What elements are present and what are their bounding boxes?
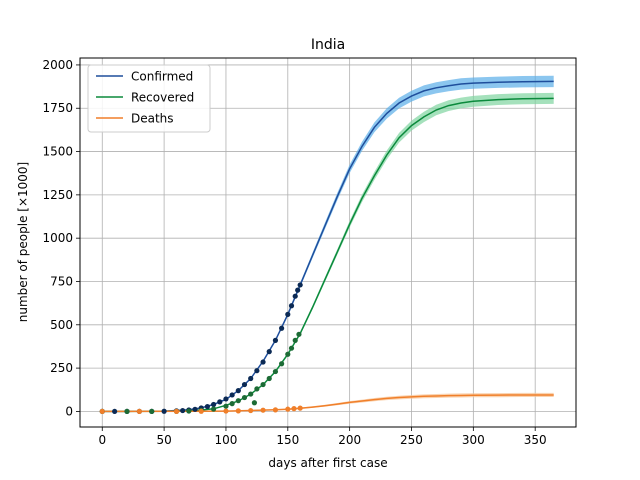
y-tick-label: 1750 <box>42 101 73 115</box>
deaths-data-point <box>223 408 229 414</box>
x-axis-label: days after first case <box>268 456 387 470</box>
confirmed-data-point <box>295 287 301 293</box>
x-tick-label: 50 <box>156 433 171 447</box>
deaths-data-point <box>272 407 279 413</box>
confirmed-data-point <box>279 325 285 331</box>
deaths-data-point <box>136 408 142 415</box>
y-tick-label: 1250 <box>42 188 73 202</box>
y-tick-label: 250 <box>50 361 73 375</box>
recovered-data-point <box>223 403 229 409</box>
chart-title: India <box>311 37 345 53</box>
deaths-data-point <box>235 408 241 414</box>
x-tick-label: 250 <box>400 433 423 447</box>
confirmed-data-point <box>266 349 272 355</box>
recovered-data-point <box>266 375 272 382</box>
x-tick-label: 100 <box>215 433 238 447</box>
confirmed-data-point <box>260 359 266 365</box>
deaths-data-point <box>99 408 105 415</box>
deaths-data-point <box>248 407 254 414</box>
recovered-data-point <box>210 406 217 412</box>
recovered-data-point <box>292 337 298 343</box>
recovered-data-point <box>149 408 155 415</box>
confirmed-data-point <box>223 396 229 402</box>
plot-frame <box>79 57 577 428</box>
y-axis-label: number of people [×1000] <box>16 162 30 322</box>
recovered-data-point <box>229 401 235 407</box>
x-tick-label: 0 <box>98 433 106 447</box>
deaths-confidence-band <box>102 392 554 412</box>
legend-recovered-label: Recovered <box>131 91 194 105</box>
y-tick-label: 500 <box>50 318 73 332</box>
confirmed-data-point <box>248 375 254 382</box>
confirmed-data-point <box>192 406 198 412</box>
recovered-data-point <box>279 361 285 367</box>
legend: Confirmed Recovered Deaths <box>87 64 211 133</box>
points-layer <box>99 282 303 415</box>
x-tick-label: 350 <box>524 433 547 447</box>
confirmed-data-point <box>241 381 248 388</box>
recovered-data-point <box>124 408 130 415</box>
recovered-data-point <box>260 381 266 388</box>
confirmed-data-point <box>180 407 186 414</box>
y-tick-label: 0 <box>65 404 73 418</box>
legend-deaths-label: Deaths <box>131 112 174 126</box>
recovered-data-point <box>285 351 291 357</box>
deaths-data-point <box>198 408 204 414</box>
y-tick-label: 2000 <box>42 58 73 72</box>
confirmed-data-point <box>272 337 279 343</box>
deaths-data-point <box>173 408 180 415</box>
confirmed-data-point <box>210 401 217 408</box>
recovered-fit-line <box>102 97 554 413</box>
recovered-data-point <box>248 391 254 397</box>
confirmed-data-point <box>204 403 211 410</box>
deaths-data-point <box>285 406 291 412</box>
y-tick-label: 1000 <box>42 231 73 245</box>
recovered-data-point <box>272 368 279 375</box>
recovered-data-point <box>251 400 258 406</box>
confirmed-data-point <box>254 368 260 374</box>
ticks-layer: 0 50 100 150 200 250 300 350 0 250 500 750 1000 1250 1… <box>42 58 546 447</box>
x-tick-label: 150 <box>276 433 299 447</box>
recovered-data-point <box>254 386 260 392</box>
recovered-data-point <box>235 398 241 404</box>
recovered-data-point <box>186 408 192 414</box>
confirmed-data-point <box>161 408 167 414</box>
confirmed-data-point <box>288 303 295 309</box>
confirmed-data-point <box>229 392 235 398</box>
y-tick-label: 750 <box>50 274 73 288</box>
deaths-fit-line <box>102 394 554 413</box>
confirmed-data-point <box>217 399 223 405</box>
recovered-data-point <box>296 331 302 337</box>
deaths-data-point <box>291 406 297 412</box>
confirmed-data-point <box>235 388 241 394</box>
deaths-data-point <box>260 407 266 413</box>
confirmed-data-point <box>112 408 118 415</box>
recovered-data-point <box>241 394 248 401</box>
x-tick-label: 200 <box>338 433 361 447</box>
deaths-data-point <box>297 405 303 411</box>
y-tick-label: 1500 <box>42 145 73 159</box>
confirmed-data-point <box>292 293 298 299</box>
confirmed-data-point <box>297 282 303 288</box>
x-tick-label: 300 <box>462 433 485 447</box>
recovered-data-point <box>288 345 295 351</box>
legend-confirmed-label: Confirmed <box>131 70 193 84</box>
legend-box <box>87 64 211 133</box>
band-layer <box>102 75 554 412</box>
confirmed-data-point <box>285 311 291 317</box>
